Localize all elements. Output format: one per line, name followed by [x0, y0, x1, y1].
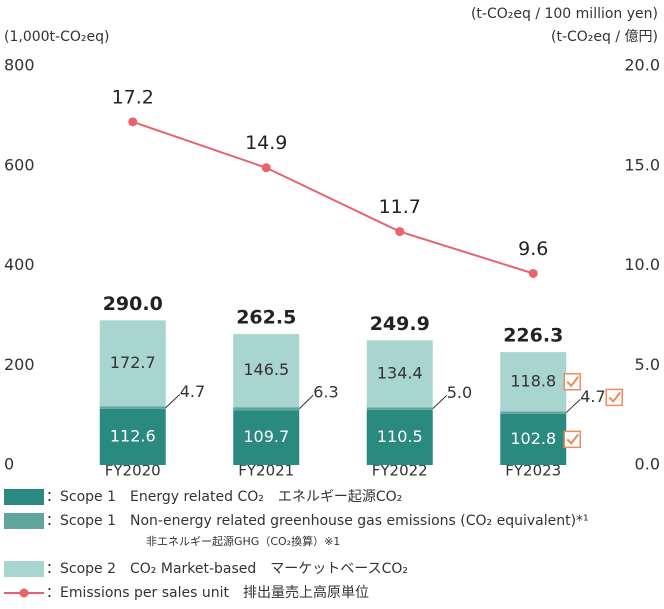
line-label: 11.7 [379, 196, 421, 218]
y2-tick-label: 20.0 [624, 56, 660, 75]
bar-segment [233, 407, 300, 411]
x-tick-label: FY2022 [372, 462, 428, 480]
y2-axis-label: (t-CO₂eq / 100 million yen) [471, 6, 658, 22]
total-label: 226.3 [503, 325, 563, 347]
check-icon [563, 430, 581, 449]
value-label: 5.0 [447, 383, 472, 402]
line-label: 17.2 [112, 86, 154, 108]
value-label: 6.3 [313, 383, 338, 402]
y2-tick-label: 5.0 [635, 355, 660, 374]
y-tick-label: 800 [4, 56, 35, 75]
total-label: 249.9 [370, 313, 430, 335]
check-icon [566, 433, 580, 445]
value-label: 112.6 [110, 426, 156, 445]
value-label: 110.5 [377, 427, 423, 446]
legend-swatch [19, 588, 29, 598]
y2-tick-label: 10.0 [624, 255, 660, 274]
legend-note: 非エネルギー起源GHG（CO₂換算）※1 [146, 534, 340, 548]
y-tick-label: 400 [4, 255, 35, 274]
bar-segment [500, 413, 567, 465]
line-label: 9.6 [518, 238, 548, 260]
bar-segment [366, 340, 433, 408]
legend-swatch [4, 513, 44, 529]
bar-segment [99, 408, 166, 465]
legend-swatch [4, 489, 44, 505]
line-point [261, 163, 271, 173]
y2-axis-label: (t-CO₂eq / 億円) [551, 29, 658, 45]
bar-segment [366, 409, 433, 465]
check-icon [608, 391, 622, 403]
legend-label: ：Scope 2 CO₂ Market-based マーケットベースCO₂ [46, 561, 408, 577]
bar-segment [233, 334, 300, 408]
y-tick-label: 200 [4, 355, 35, 374]
leader-line [565, 399, 581, 413]
x-tick-label: FY2023 [505, 462, 561, 480]
y2-tick-label: 0.0 [635, 455, 660, 474]
value-label: 102.8 [510, 429, 556, 448]
line-point [528, 268, 538, 278]
bar-segment [233, 410, 300, 465]
leader-line [165, 394, 181, 409]
legend-swatch [4, 561, 44, 577]
total-label: 290.0 [103, 293, 163, 315]
value-label: 109.7 [243, 427, 289, 446]
legend-label: ：Scope 1 Energy related CO₂ エネルギー起源CO₂ [46, 489, 402, 505]
value-label: 4.7 [580, 387, 605, 406]
value-label: 172.7 [110, 353, 156, 372]
x-tick-label: FY2021 [238, 462, 294, 480]
bar-segment [99, 320, 166, 407]
check-icon [605, 388, 623, 407]
leader-line [298, 394, 314, 410]
leader-line [432, 395, 448, 410]
value-label: 4.7 [180, 382, 205, 401]
x-tick-label: FY2020 [105, 462, 161, 480]
value-label: 134.4 [377, 363, 423, 382]
y2-tick-label: 15.0 [624, 155, 660, 174]
y-tick-label: 0 [4, 455, 14, 474]
check-icon [563, 373, 581, 391]
value-label: 118.8 [510, 371, 556, 390]
y-axis-label: (1,000t-CO₂eq) [4, 29, 109, 45]
bar-segment [500, 411, 567, 414]
line-label: 14.9 [245, 132, 287, 154]
legend-label: ：Scope 1 Non-energy related greenhouse g… [46, 513, 589, 529]
legend-label: ：Emissions per sales unit 排出量売上高原単位 [46, 584, 369, 601]
value-label: 146.5 [243, 360, 289, 379]
line-point [395, 227, 405, 237]
bar-segment [366, 407, 433, 410]
total-label: 262.5 [236, 307, 296, 329]
bar-segment [500, 352, 567, 412]
y-tick-label: 600 [4, 155, 35, 174]
line [132, 120, 534, 275]
line-point [128, 117, 138, 127]
bar-segment [99, 406, 166, 409]
check-icon [566, 376, 580, 388]
